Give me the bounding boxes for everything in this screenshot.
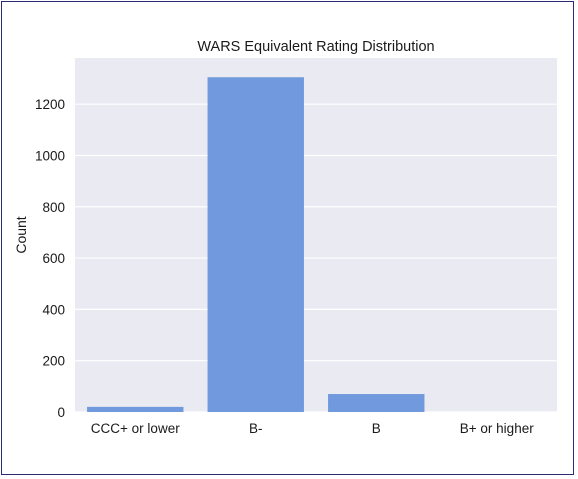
y-tick-label: 600 — [42, 251, 65, 266]
bar-b — [328, 394, 425, 412]
x-tick-labels: CCC+ or lower B- B B+ or higher — [91, 421, 534, 436]
y-tick-label: 1200 — [35, 97, 65, 112]
bars — [87, 77, 425, 412]
x-tick-label: CCC+ or lower — [91, 421, 180, 436]
y-axis-label: Count — [13, 216, 29, 253]
plot-area — [75, 58, 557, 412]
y-tick-label: 200 — [42, 354, 65, 369]
x-tick-label: B+ or higher — [460, 421, 534, 436]
chart-title: WARS Equivalent Rating Distribution — [197, 39, 434, 55]
x-tick-label: B- — [249, 421, 263, 436]
y-tick-labels: 0 200 400 600 800 1000 1200 — [35, 97, 65, 420]
y-tick-label: 1000 — [35, 148, 65, 163]
bar-b — [207, 77, 304, 412]
bar-ccc-or-lower — [87, 406, 184, 412]
y-tick-label: 400 — [42, 302, 65, 317]
x-tick-label: B — [372, 421, 381, 436]
y-tick-label: 0 — [57, 405, 65, 420]
y-tick-label: 800 — [42, 200, 65, 215]
